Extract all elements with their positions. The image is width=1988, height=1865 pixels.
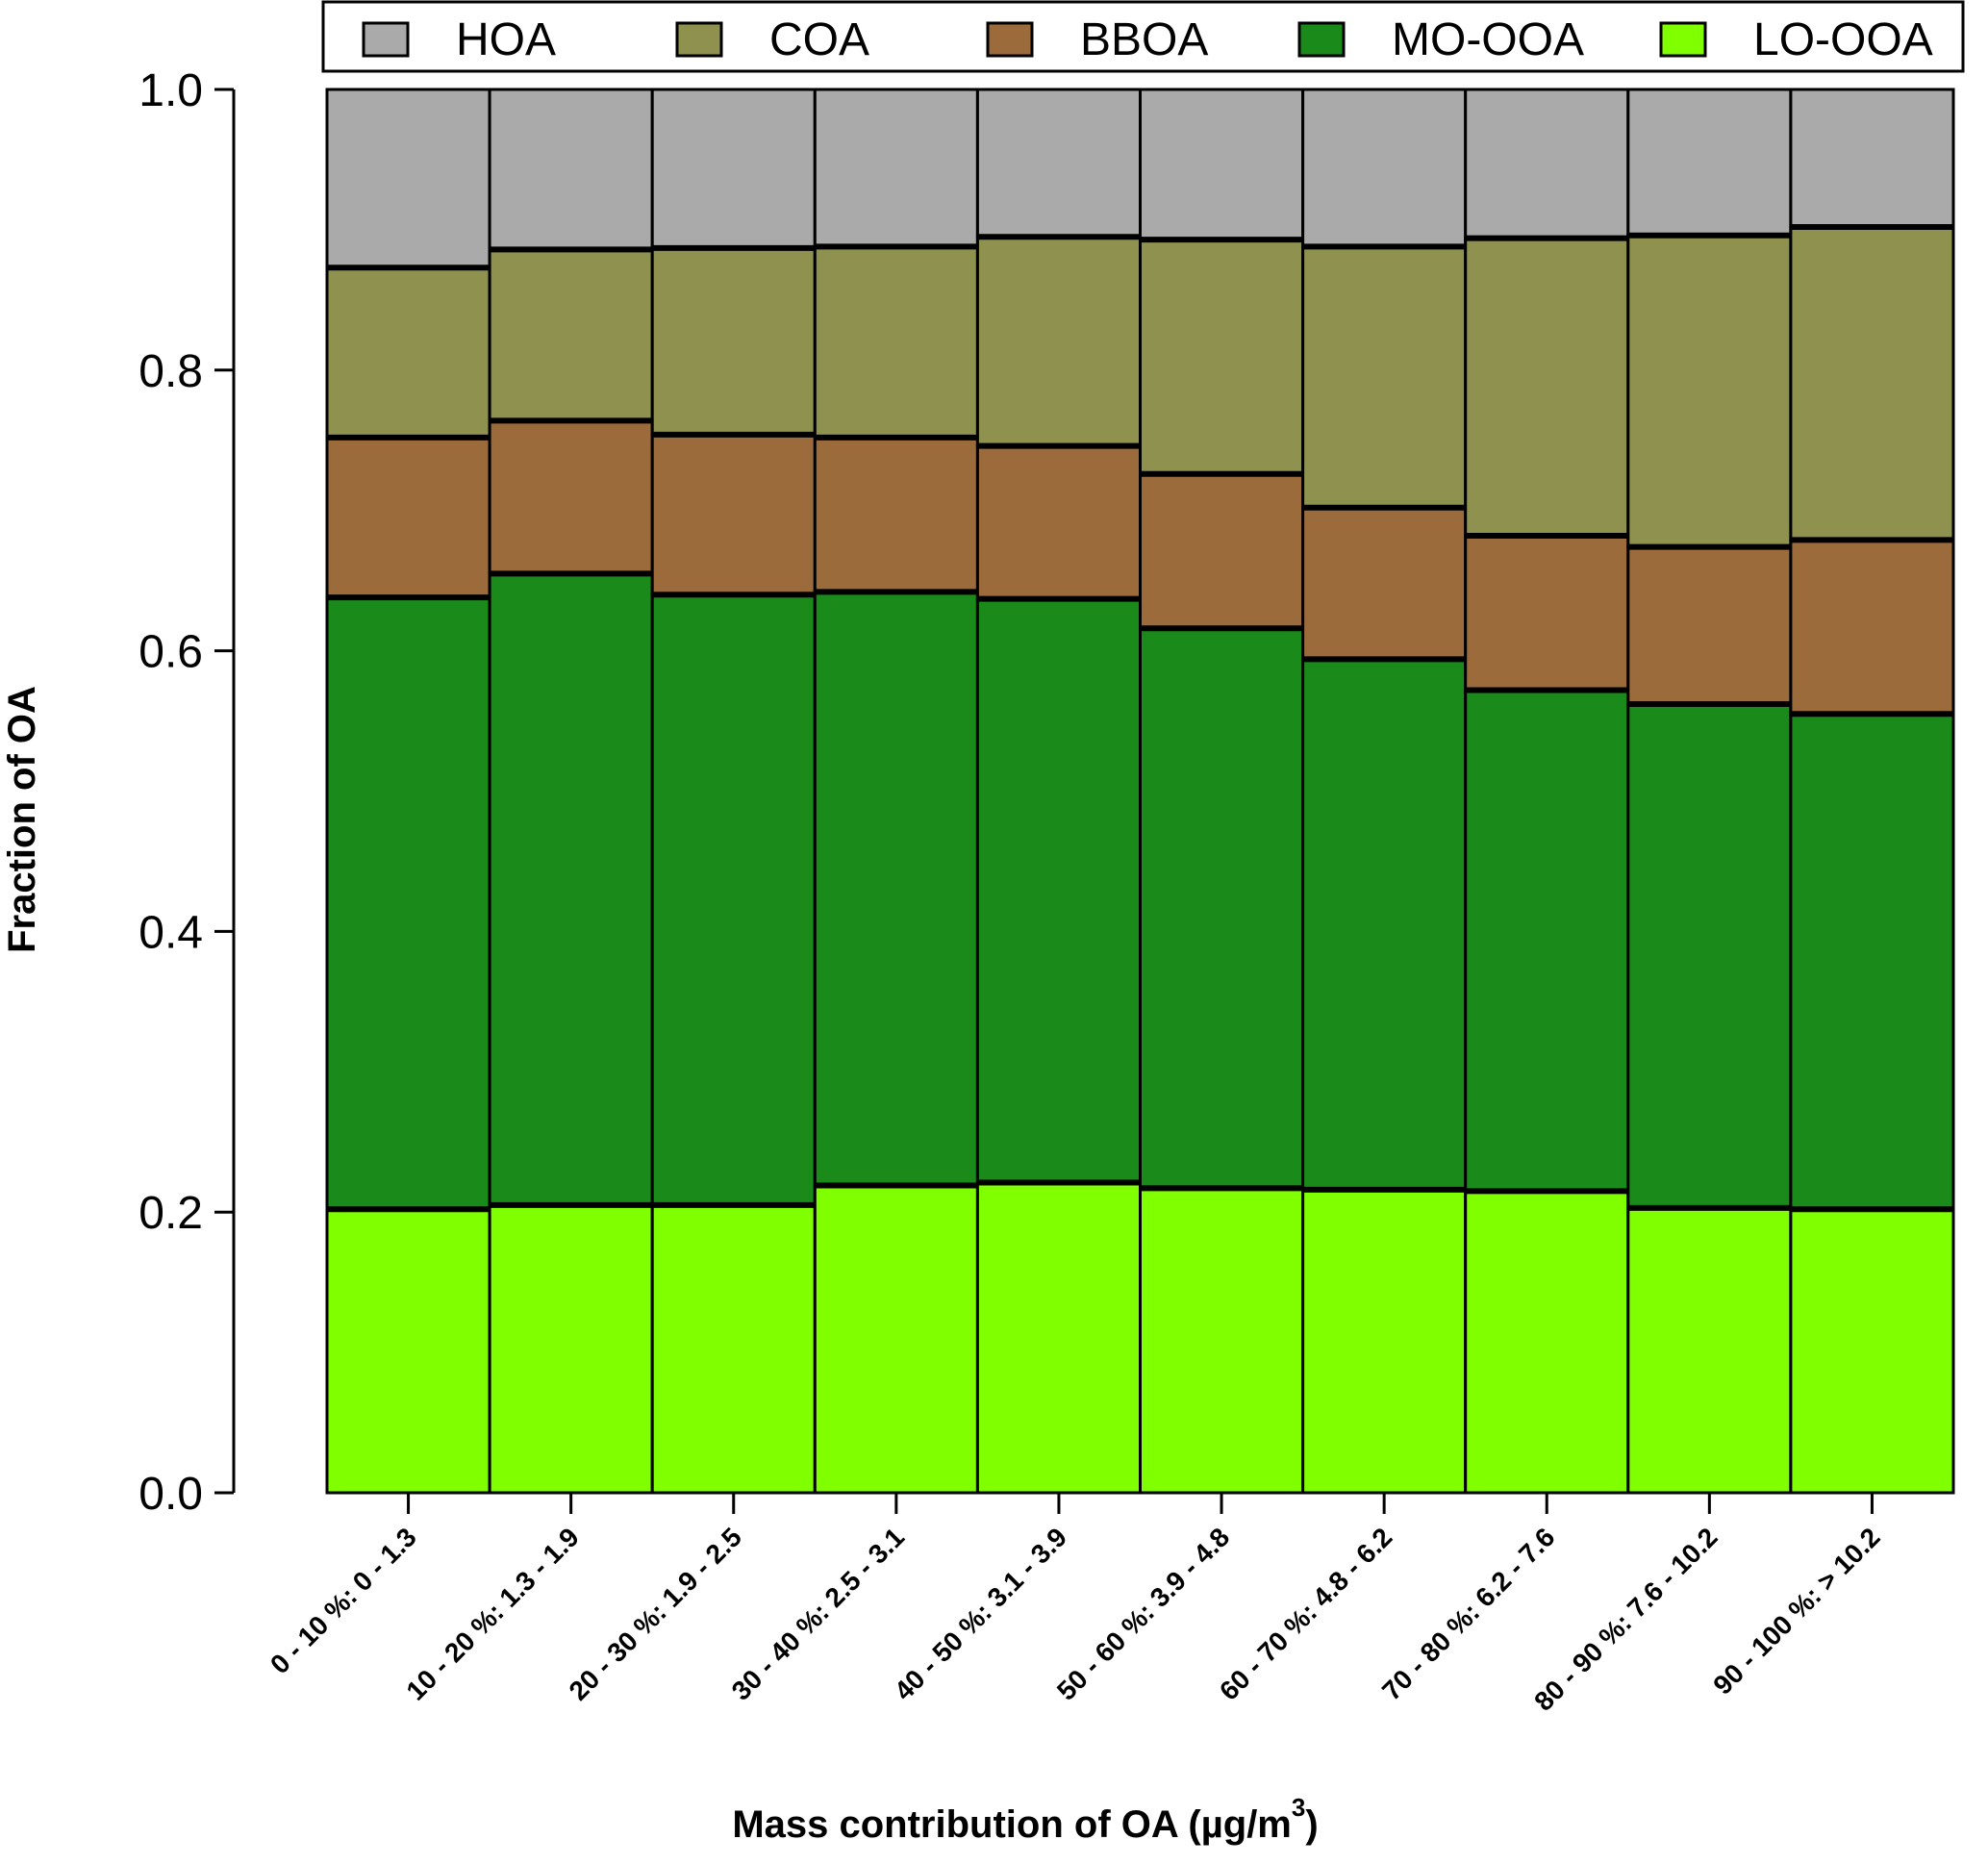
bar-segment-coa	[488, 247, 654, 422]
y-tick-label: 1.0	[138, 65, 203, 116]
x-tick-label: 60 - 70 %: 4.8 - 6.2	[1214, 1522, 1397, 1705]
legend-swatch-mo-ooa	[1297, 21, 1346, 58]
bar-segment-hoa	[1789, 88, 1955, 229]
bar-segment-lo-ooa	[325, 1207, 491, 1495]
x-axis-title: Mass contribution of OA (µg/m3)	[732, 1793, 1318, 1846]
x-tick-label: 0 - 10 %: 0 - 1.3	[264, 1522, 422, 1679]
bar-segment-hoa	[813, 88, 979, 248]
bar-segment-hoa	[1139, 88, 1305, 241]
bar-segment-lo-ooa	[975, 1181, 1143, 1495]
x-tick-label: 30 - 40 %: 2.5 - 3.1	[726, 1522, 910, 1705]
bar-segment-bboa	[813, 436, 979, 593]
bar-segment-lo-ooa	[1464, 1189, 1630, 1495]
x-axis: 0 - 10 %: 0 - 1.310 - 20 %: 1.3 - 1.920 …	[264, 1491, 1886, 1717]
legend-label-coa: COA	[769, 14, 869, 65]
bar-segment-hoa	[1301, 88, 1468, 248]
y-axis: 0.0 0.2 0.4 0.6 0.8 1.0	[138, 65, 236, 1520]
legend-swatch-bboa	[986, 21, 1034, 58]
bar-segment-coa	[975, 235, 1143, 448]
bar-segment-coa	[1789, 225, 1955, 542]
bar-segment-bboa	[1464, 534, 1630, 692]
bar-segment-mo-ooa	[1789, 712, 1955, 1211]
x-tick-label: 10 - 20 %: 1.3 - 1.9	[400, 1522, 584, 1705]
bar-segment-lo-ooa	[1139, 1186, 1305, 1495]
bar-segment-hoa	[1464, 88, 1630, 240]
x-tick-label: 80 - 90 %: 7.6 - 10.2	[1528, 1522, 1723, 1716]
legend: HOA COA BBOA MO-OOA LO-OOA	[321, 0, 1965, 73]
x-tick-label: 70 - 80 %: 6.2 - 7.6	[1376, 1522, 1560, 1705]
x-tick-label: 20 - 30 %: 1.9 - 2.5	[564, 1522, 747, 1705]
y-axis-title: Fraction of OA	[1, 686, 43, 953]
bar-segment-coa	[1301, 244, 1468, 510]
bar-segment-mo-ooa	[1139, 626, 1305, 1190]
bar-segment-lo-ooa	[1789, 1207, 1955, 1495]
legend-swatch-hoa	[362, 21, 410, 58]
x-axis-title-text: Mass contribution of OA (µg/m	[732, 1803, 1292, 1846]
bar-segment-mo-ooa	[1464, 688, 1630, 1193]
bar-segment-coa	[325, 265, 491, 440]
bar-segment-mo-ooa	[813, 590, 979, 1187]
bar-segment-lo-ooa	[1626, 1206, 1793, 1495]
bar-segment-lo-ooa	[488, 1203, 654, 1495]
y-tick-label: 0.0	[138, 1469, 203, 1520]
bar-segment-lo-ooa	[813, 1183, 979, 1495]
bars-group	[325, 88, 1955, 1495]
bar-segment-coa	[650, 246, 817, 437]
bar-segment-mo-ooa	[650, 592, 817, 1207]
legend-label-bboa: BBOA	[1080, 14, 1208, 65]
bar-segment-hoa	[1626, 88, 1793, 238]
bar-segment-bboa	[1626, 545, 1793, 706]
bar-segment-lo-ooa	[1301, 1188, 1468, 1495]
legend-label-hoa: HOA	[456, 14, 556, 65]
bar-segment-hoa	[650, 88, 817, 250]
bar-segment-mo-ooa	[325, 595, 491, 1211]
bar-segment-coa	[1626, 234, 1793, 549]
bar-segment-hoa	[488, 88, 654, 251]
x-tick-label: 40 - 50 %: 3.1 - 3.9	[889, 1522, 1072, 1705]
x-axis-title-superscript: 3	[1292, 1793, 1305, 1822]
y-tick-label: 0.2	[138, 1188, 203, 1239]
legend-label-lo-ooa: LO-OOA	[1753, 14, 1933, 65]
x-axis-title-close: )	[1305, 1803, 1318, 1846]
legend-swatch-coa	[675, 21, 723, 58]
bar-segment-bboa	[488, 418, 654, 575]
bar-segment-coa	[1464, 237, 1630, 538]
y-tick-label: 0.6	[138, 627, 203, 678]
legend-swatch-lo-ooa	[1659, 21, 1707, 58]
bar-segment-bboa	[1301, 506, 1468, 661]
y-tick-label: 0.4	[138, 907, 203, 958]
bar-segment-coa	[813, 244, 979, 440]
bar-segment-mo-ooa	[1301, 657, 1468, 1192]
bar-segment-bboa	[1789, 538, 1955, 716]
x-tick-label: 50 - 60 %: 3.9 - 4.8	[1051, 1522, 1235, 1705]
bar-segment-mo-ooa	[1626, 702, 1793, 1210]
bar-segment-coa	[1139, 238, 1305, 476]
bar-segment-bboa	[650, 433, 817, 596]
x-tick-label: 90 - 100 %: > 10.2	[1707, 1522, 1885, 1700]
bar-segment-bboa	[1139, 472, 1305, 630]
bar-segment-hoa	[325, 88, 491, 269]
bar-segment-hoa	[975, 88, 1143, 239]
bar-segment-bboa	[325, 436, 491, 599]
legend-label-mo-ooa: MO-OOA	[1392, 14, 1584, 65]
bar-segment-bboa	[975, 444, 1143, 601]
bar-segment-mo-ooa	[975, 597, 1143, 1185]
y-tick-label: 0.8	[138, 346, 203, 397]
bar-segment-lo-ooa	[650, 1203, 817, 1495]
bar-segment-mo-ooa	[488, 571, 654, 1207]
